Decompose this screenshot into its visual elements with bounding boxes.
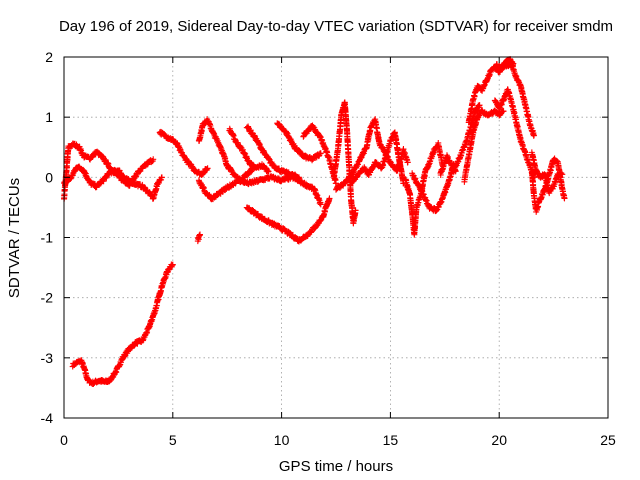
data-point [400, 180, 407, 187]
x-tick-label: 5 [169, 432, 177, 448]
y-axis-label: SDTVAR / TECUs [6, 178, 23, 298]
data-point [158, 174, 165, 181]
y-tick-label: 0 [45, 169, 53, 185]
data-point [265, 168, 272, 175]
data-point [494, 61, 501, 68]
y-tick-label: -1 [41, 230, 54, 246]
data-point [333, 180, 339, 187]
data-points [61, 55, 568, 388]
y-axis: -4 -3 -2 -1 0 1 2 [41, 49, 608, 426]
x-tick-label: 10 [274, 432, 290, 448]
grid [64, 57, 608, 418]
data-point [352, 207, 359, 214]
data-point [326, 195, 333, 202]
y-tick-label: -4 [41, 410, 54, 426]
x-tick-label: 15 [383, 432, 399, 448]
data-point [500, 108, 507, 115]
y-tick-label: 2 [45, 49, 53, 65]
data-point [476, 102, 483, 109]
x-tick-label: 20 [491, 432, 507, 448]
data-point [317, 201, 324, 208]
x-axis: 0 5 10 15 20 25 [60, 57, 616, 448]
x-tick-label: 0 [60, 432, 68, 448]
data-point [531, 132, 538, 139]
data-point [169, 261, 176, 268]
data-point [561, 195, 568, 202]
y-tick-label: 1 [45, 109, 53, 125]
data-point [150, 156, 157, 163]
y-tick-label: -3 [41, 350, 54, 366]
x-axis-label: GPS time / hours [279, 458, 393, 475]
x-tick-label: 25 [600, 432, 616, 448]
y-tick-label: -2 [41, 290, 54, 306]
data-point [404, 159, 411, 166]
data-point [197, 231, 203, 238]
data-point [559, 171, 566, 178]
data-point [204, 165, 211, 172]
chart-title: Day 196 of 2019, Sidereal Day-to-day VTE… [59, 18, 613, 35]
data-point [317, 150, 324, 157]
